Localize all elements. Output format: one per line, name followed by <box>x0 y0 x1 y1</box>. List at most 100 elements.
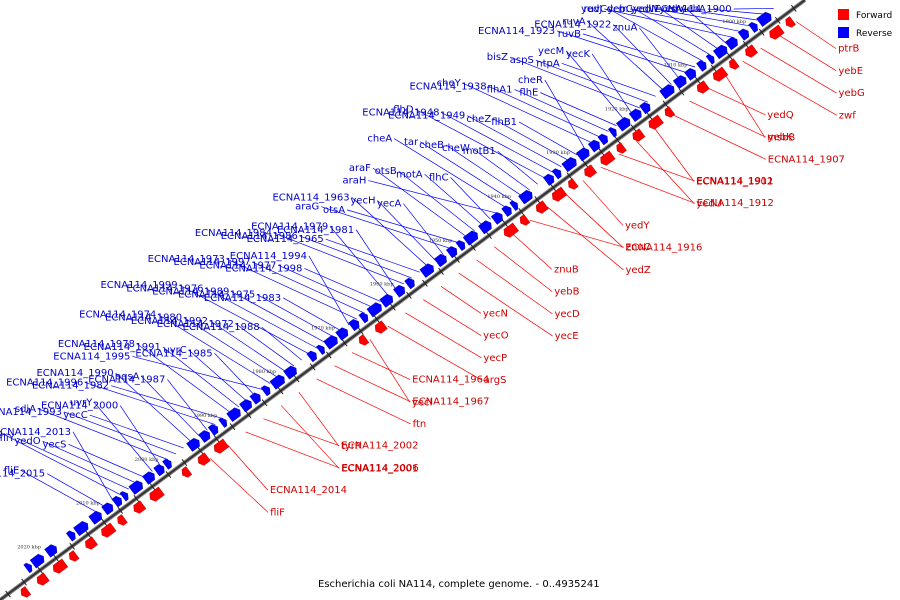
reverse-gene-glyph <box>358 312 369 324</box>
reverse-leader-line <box>686 8 727 44</box>
reverse-leader-line <box>630 8 743 33</box>
scale-tick-label: 2020 kbp <box>17 544 41 550</box>
reverse-gene-label: ECNA114_1985 <box>135 348 212 359</box>
reverse-gene-label: ECNA114_1982 <box>32 381 109 392</box>
reverse-gene-label: flhB1 <box>491 117 517 128</box>
reverse-leader-line <box>518 121 578 156</box>
backbone-core <box>0 0 806 600</box>
forward-gene-label: ECNA114_1967 <box>412 397 489 408</box>
backbone-tick <box>598 148 605 156</box>
reverse-gene-label: ECNA114_1998 <box>225 263 302 274</box>
scale-tick-label: 1940 kbp <box>487 194 511 200</box>
reverse-leader-line <box>471 147 531 191</box>
reverse-gene-glyph <box>29 553 45 569</box>
reverse-leader-line <box>660 8 719 50</box>
reverse-gene-label: ECNA114_1975 <box>178 290 255 301</box>
legend-forward-swatch <box>838 9 849 20</box>
reverse-gene-label: cheZ <box>466 114 491 125</box>
reverse-gene-glyph <box>162 458 172 470</box>
reverse-leader-line <box>351 197 428 267</box>
backbone-tick <box>454 255 460 263</box>
reverse-leader-line <box>94 402 153 472</box>
reverse-leader-line <box>582 33 696 68</box>
forward-gene-glyph <box>568 178 579 190</box>
reverse-gene-glyph <box>672 75 687 90</box>
forward-leader-line <box>636 140 695 204</box>
reverse-gene-glyph <box>607 127 617 138</box>
forward-gene-glyph <box>600 150 616 166</box>
backbone-tick <box>390 303 396 311</box>
backbone-tick <box>470 243 476 251</box>
reverse-gene-label: ECNA114_1996 <box>6 378 83 389</box>
forward-gene-label: tyrP <box>341 441 361 452</box>
reverse-leader-line <box>462 82 593 144</box>
forward-gene-label: yedQ <box>767 110 793 121</box>
reverse-leader-line <box>235 323 295 367</box>
reverse-gene-glyph <box>561 157 577 173</box>
reverse-leader-line <box>368 180 499 214</box>
reverse-gene-glyph <box>366 302 382 318</box>
reverse-leader-line <box>119 405 161 466</box>
reverse-gene-label: ECNA114_2013 <box>0 427 71 438</box>
forward-leader-line <box>493 246 553 292</box>
reverse-leader-line <box>136 343 232 414</box>
reverse-gene-label: ECNA114_1978 <box>58 339 135 350</box>
backbone-tick <box>614 136 621 144</box>
reverse-gene-glyph <box>218 417 228 428</box>
reverse-gene-label: araH <box>343 176 367 187</box>
backbone-tick <box>774 16 781 24</box>
reverse-leader-line <box>403 203 444 255</box>
scale-tick-label: 1900 kbp <box>722 19 746 25</box>
reverse-gene-label: ruvA <box>562 16 585 27</box>
reverse-gene-label: fliY <box>0 433 16 444</box>
reverse-gene-label: ECNA114_1989 <box>152 287 229 298</box>
forward-gene-glyph <box>785 16 796 28</box>
forward-gene-glyph <box>632 128 646 142</box>
forward-leader-line <box>440 286 482 314</box>
forward-gene-glyph <box>664 106 676 118</box>
backbone-tick <box>245 411 252 419</box>
forward-leader-line <box>227 444 269 491</box>
reverse-gene-label: araF <box>349 163 371 174</box>
reverse-gene-glyph <box>142 471 155 485</box>
forward-leader-line <box>618 153 695 182</box>
forward-leader-line <box>280 405 340 469</box>
reverse-leader-line <box>162 346 240 408</box>
forward-gene-glyph <box>696 80 710 94</box>
forward-leader-line <box>689 100 766 138</box>
reverse-leader-line <box>398 170 476 232</box>
forward-leader-line <box>778 34 837 72</box>
reverse-leader-line <box>497 150 538 185</box>
forward-gene-label: znuB <box>554 264 579 275</box>
forward-gene-glyph <box>133 500 147 514</box>
reverse-gene-glyph <box>748 22 758 33</box>
reverse-leader-line <box>565 50 625 120</box>
reverse-gene-label: ntpA <box>536 58 560 69</box>
reverse-leader-line <box>587 21 664 91</box>
reverse-gene-label: yedI <box>633 4 654 15</box>
reverse-gene-label: aspS <box>510 55 534 66</box>
reverse-leader-line <box>450 177 491 220</box>
reverse-gene-glyph <box>756 11 772 27</box>
reverse-gene-label: yedO <box>14 436 40 447</box>
reverse-gene-label: yecA <box>377 199 402 210</box>
reverse-leader-line <box>209 320 287 373</box>
forward-gene-label: yecP <box>483 353 507 364</box>
forward-leader-line <box>245 431 340 469</box>
reverse-gene-glyph <box>111 495 123 508</box>
forward-gene-glyph <box>197 452 211 466</box>
reverse-leader-line <box>72 431 114 501</box>
reverse-leader-line <box>557 30 688 74</box>
reverse-leader-line <box>46 473 106 507</box>
reverse-leader-line <box>85 382 216 425</box>
reverse-gene-label: ECNA114_1983 <box>204 293 281 304</box>
reverse-leader-line <box>346 209 460 244</box>
reverse-gene-label: yecS <box>43 439 67 450</box>
forward-gene-label: yebG <box>839 88 865 99</box>
reverse-leader-line <box>488 86 601 138</box>
reverse-gene-label: ECNA114_2015 <box>0 469 45 480</box>
reverse-gene-glyph <box>153 464 165 477</box>
reverse-leader-line <box>205 288 318 349</box>
reverse-leader-line <box>4 434 122 496</box>
reverse-gene-glyph <box>509 200 519 212</box>
